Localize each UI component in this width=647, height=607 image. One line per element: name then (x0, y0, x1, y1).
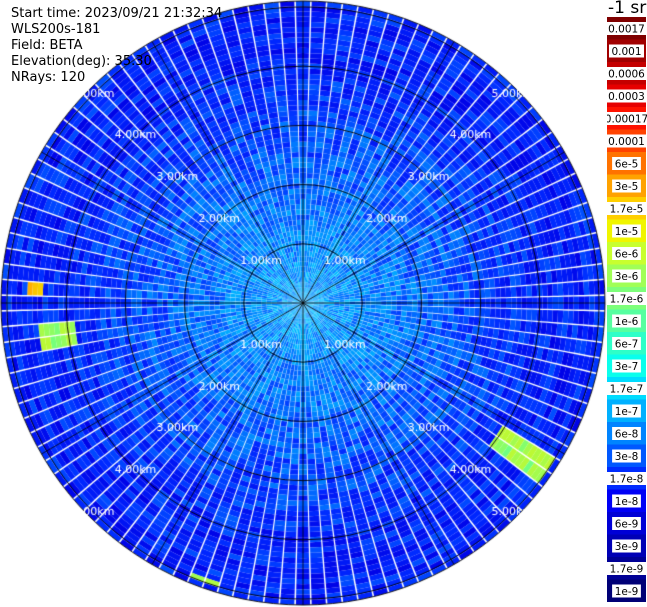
colorbar-label-bg (612, 179, 641, 193)
colorbar-label-bg (612, 247, 641, 260)
colorbar-label-bg (612, 359, 641, 373)
colorbar-label-bg (607, 67, 647, 80)
colorbar-tick-label: 1e-8 (615, 496, 639, 508)
colorbar: 0.0017 0.001 0.0006 0.0003 0.00017 0.0001 6e-5… (607, 17, 647, 602)
scan-info: Start time: 2023/09/21 21:32:34 WLS200s-… (11, 6, 222, 86)
colorbar-tick-label: 1.7e-9 (610, 564, 644, 576)
colorbar-label-bg (612, 404, 641, 418)
colorbar-label-bg (612, 157, 641, 170)
colorbar-tick-label: 1.7e-7 (610, 384, 644, 396)
colorbar-label-bg (612, 314, 641, 328)
colorbar-unit: -1 sr (608, 0, 647, 18)
colorbar-label-bg (612, 449, 641, 463)
colorbar-tick-label: 6e-5 (615, 159, 639, 171)
colorbar-tick-label: 3e-8 (615, 451, 639, 463)
colorbar-label-bg (607, 202, 647, 215)
colorbar-tick-label: 3e-9 (615, 541, 639, 553)
colorbar-tick-label: 1.7e-8 (610, 474, 644, 486)
colorbar-label-bg (607, 134, 647, 148)
colorbar-tick-label: 6e-7 (615, 339, 639, 351)
colorbar-tick-label: 1e-9 (615, 586, 639, 598)
colorbar-label-bg (612, 269, 641, 283)
colorbar-tick-label: 1.7e-6 (610, 294, 644, 306)
colorbar-label-bg (612, 427, 641, 440)
nrays-text: NRays: 120 (11, 69, 86, 85)
colorbar-label-bg (607, 112, 647, 125)
colorbar-label-bg (612, 337, 641, 350)
colorbar-label-bg (607, 22, 647, 35)
colorbar-label-bg (612, 494, 641, 508)
start-time-text: Start time: 2023/09/21 21:32:34 (11, 6, 223, 21)
ppi-scan-image (0, 0, 607, 607)
colorbar-label-bg (612, 539, 641, 553)
colorbar-label-bg (609, 44, 644, 58)
field-text: Field: BETA (11, 37, 83, 53)
colorbar-tick-label: 0.001 (611, 46, 641, 58)
colorbar-label-bg (607, 562, 647, 575)
colorbar-tick-label: 3e-5 (615, 181, 639, 193)
colorbar-tick-label: 1.7e-5 (610, 204, 644, 216)
colorbar-tick-label: 6e-9 (615, 519, 639, 531)
colorbar-tick-label: 1e-6 (615, 316, 639, 328)
colorbar-tick-label: 6e-8 (615, 429, 639, 441)
colorbar-tick-label: 0.0006 (608, 69, 645, 81)
colorbar-label-bg (607, 472, 647, 485)
station-text: WLS200s-181 (11, 21, 101, 37)
colorbar-label-bg (612, 584, 641, 598)
colorbar-tick-label: 1e-7 (615, 406, 639, 418)
colorbar-label-bg (607, 292, 647, 305)
colorbar-tick-label: 1e-5 (615, 226, 639, 238)
colorbar-tick-label: 0.00017 (607, 114, 647, 126)
colorbar-tick-label: 3e-6 (615, 271, 639, 283)
colorbar-tick-label: 0.0003 (608, 91, 645, 103)
colorbar-label-bg (612, 224, 641, 238)
colorbar-label-bg (607, 382, 647, 395)
colorbar-tick-label: 0.0017 (608, 24, 645, 36)
colorbar-tick-label: 6e-6 (615, 249, 639, 261)
elevation-text: Elevation(deg): 35.30 (11, 53, 152, 69)
colorbar-tick-label: 3e-7 (615, 361, 639, 373)
colorbar-label-bg (612, 517, 641, 530)
colorbar-label-bg (607, 89, 647, 103)
colorbar-tick-label: 0.0001 (608, 136, 645, 148)
